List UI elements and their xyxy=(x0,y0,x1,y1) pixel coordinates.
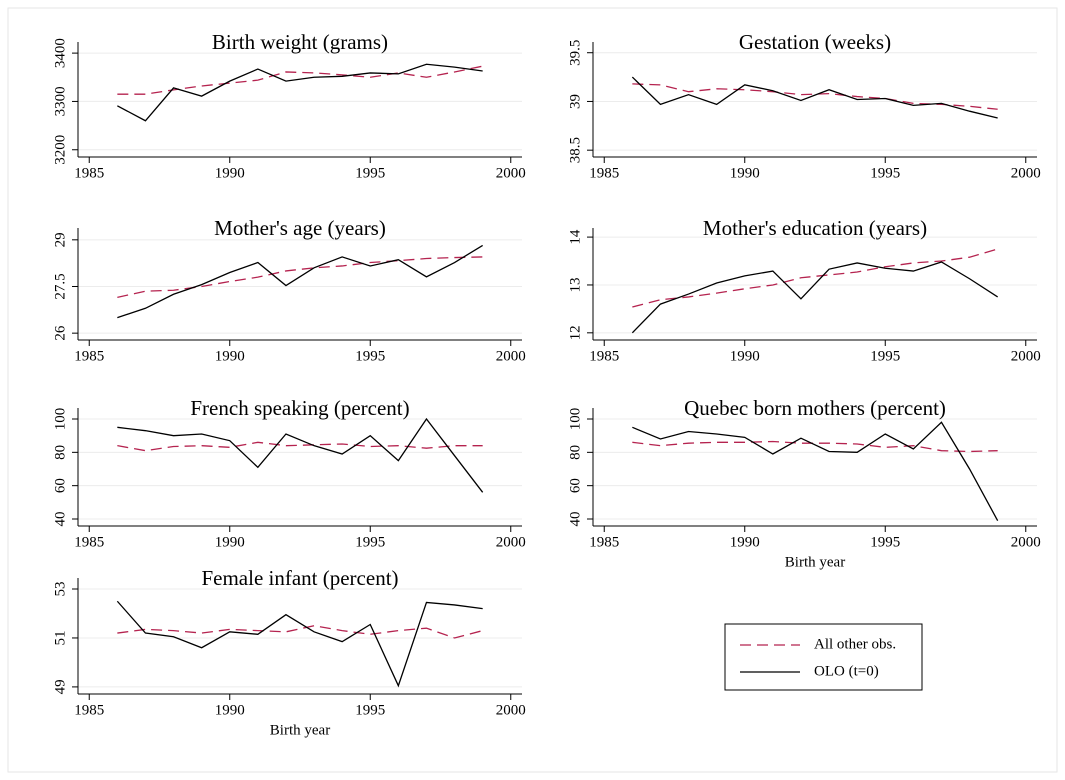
series-line xyxy=(117,244,483,319)
x-tick-label: 1985 xyxy=(74,534,104,550)
x-tick-label: 1985 xyxy=(74,702,104,718)
y-tick-label: 3300 xyxy=(52,86,68,116)
y-tick-label: 3400 xyxy=(52,38,68,68)
x-tick-label: 1995 xyxy=(870,348,900,364)
x-axis-label: Birth year xyxy=(785,554,845,570)
x-tick-label: 1995 xyxy=(355,348,385,364)
x-tick-label: 2000 xyxy=(496,702,526,718)
x-tick-label: 1990 xyxy=(215,702,245,718)
x-tick-label: 2000 xyxy=(496,534,526,550)
y-tick-label: 27.5 xyxy=(52,273,68,299)
panel-title: Quebec born mothers (percent) xyxy=(684,396,946,420)
x-tick-label: 1995 xyxy=(355,702,385,718)
y-tick-label: 53 xyxy=(52,582,68,597)
x-tick-label: 1990 xyxy=(215,534,245,550)
panel-title: Mother's age (years) xyxy=(214,216,386,240)
y-tick-label: 3200 xyxy=(52,135,68,165)
series-line xyxy=(117,256,483,299)
series-line xyxy=(632,248,998,308)
legend-label: OLO (t=0) xyxy=(814,663,879,679)
y-tick-label: 26 xyxy=(52,325,68,341)
y-tick-label: 49 xyxy=(52,679,68,694)
y-tick-label: 29 xyxy=(52,232,68,247)
series-line xyxy=(631,76,998,119)
x-tick-label: 1985 xyxy=(74,348,104,364)
x-tick-label: 1990 xyxy=(730,348,760,364)
series-line xyxy=(117,625,483,639)
panel-title: Mother's education (years) xyxy=(703,216,927,240)
y-tick-label: 60 xyxy=(52,478,68,493)
series-line xyxy=(117,441,483,452)
x-tick-label: 1995 xyxy=(870,165,900,181)
y-tick-label: 13 xyxy=(567,277,583,292)
series-line xyxy=(116,600,483,688)
x-tick-label: 1985 xyxy=(589,165,619,181)
series-line xyxy=(631,261,999,334)
y-tick-label: 51 xyxy=(52,630,68,645)
x-tick-label: 1990 xyxy=(215,348,245,364)
x-tick-label: 1990 xyxy=(215,165,245,181)
x-tick-label: 1995 xyxy=(355,534,385,550)
x-tick-label: 1985 xyxy=(589,534,619,550)
y-tick-label: 80 xyxy=(52,445,68,460)
y-tick-label: 40 xyxy=(567,512,583,527)
x-tick-label: 1985 xyxy=(589,348,619,364)
y-tick-label: 14 xyxy=(567,229,583,245)
y-tick-label: 12 xyxy=(567,325,583,340)
x-axis-label: Birth year xyxy=(270,722,330,738)
y-tick-label: 40 xyxy=(52,512,68,527)
series-line xyxy=(632,440,998,453)
x-tick-label: 2000 xyxy=(1011,165,1041,181)
legend-label: All other obs. xyxy=(814,636,896,652)
y-tick-label: 39 xyxy=(567,94,583,109)
x-tick-label: 1995 xyxy=(870,534,900,550)
legend-box xyxy=(724,623,923,691)
x-tick-label: 1990 xyxy=(730,534,760,550)
x-tick-label: 2000 xyxy=(1011,348,1041,364)
y-tick-label: 60 xyxy=(567,478,583,493)
series-line xyxy=(632,421,999,521)
x-tick-label: 1985 xyxy=(74,165,104,181)
series-line xyxy=(117,63,483,122)
y-tick-label: 39.5 xyxy=(567,40,583,66)
x-tick-label: 2000 xyxy=(1011,534,1041,550)
panel-title: Gestation (weeks) xyxy=(739,30,891,54)
x-tick-label: 1990 xyxy=(730,165,760,181)
panel-title: Female infant (percent) xyxy=(201,566,398,590)
panel-title: French speaking (percent) xyxy=(190,396,409,420)
y-tick-label: 80 xyxy=(567,445,583,460)
y-tick-label: 100 xyxy=(52,408,68,431)
y-tick-label: 38.5 xyxy=(567,137,583,163)
panel-title: Birth weight (grams) xyxy=(212,30,388,54)
series-line xyxy=(117,417,484,493)
y-tick-label: 100 xyxy=(567,408,583,431)
x-tick-label: 1995 xyxy=(355,165,385,181)
x-tick-label: 2000 xyxy=(496,165,526,181)
x-tick-label: 2000 xyxy=(496,348,526,364)
